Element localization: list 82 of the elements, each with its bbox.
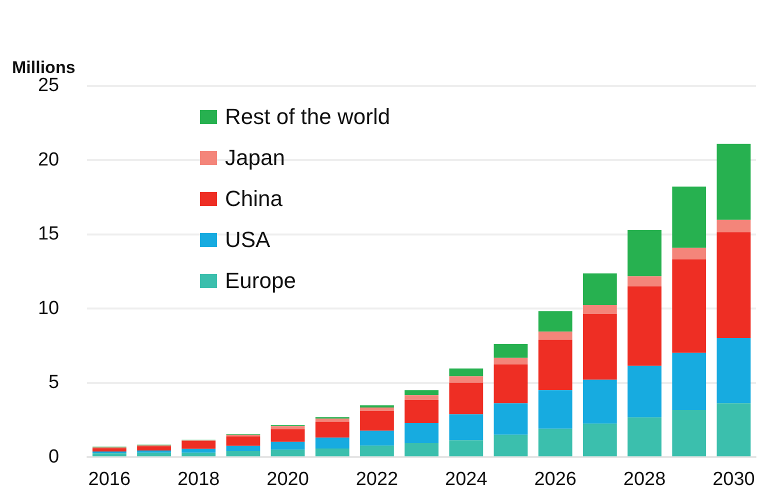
bar	[226, 436, 260, 446]
bar	[628, 366, 662, 418]
x-tick-label: 2022	[356, 468, 398, 490]
bar	[182, 448, 216, 453]
legend-label: Europe	[225, 268, 296, 294]
bar	[582, 380, 617, 424]
bar	[449, 376, 484, 383]
bar	[360, 411, 394, 431]
bar	[672, 352, 706, 410]
bar	[494, 403, 528, 435]
y-tick-label: 20	[38, 149, 60, 170]
bar	[270, 426, 305, 430]
x-tick-label: 2028	[623, 468, 666, 490]
bar	[137, 452, 171, 456]
bar	[404, 395, 439, 400]
bar	[716, 403, 751, 456]
bar	[582, 273, 617, 306]
bar	[582, 424, 617, 456]
bar	[137, 446, 171, 451]
bar	[716, 144, 751, 220]
bar	[404, 423, 439, 443]
y-tick-label: 5	[48, 372, 60, 394]
bar	[628, 417, 662, 456]
bar	[538, 311, 572, 332]
bar	[270, 442, 305, 450]
bar	[716, 338, 751, 404]
x-tick-label: 2016	[88, 468, 131, 490]
bar	[360, 446, 394, 456]
bar	[449, 382, 484, 414]
bar	[270, 429, 305, 442]
bar	[270, 450, 305, 456]
bar	[538, 390, 572, 429]
bar	[182, 452, 216, 456]
legend-label: USA	[225, 226, 270, 252]
bar	[538, 428, 572, 456]
bar	[315, 438, 350, 448]
bar	[582, 314, 617, 380]
bar	[226, 450, 260, 456]
y-tick-label: 15	[38, 224, 60, 245]
bar	[628, 276, 662, 286]
bar	[672, 186, 706, 248]
x-tick-label: 2018	[177, 468, 220, 490]
x-tick-label: 2026	[534, 468, 576, 490]
bar	[538, 340, 572, 390]
bar	[672, 410, 706, 456]
y-axis-title: Millions	[12, 58, 76, 78]
bar	[315, 418, 350, 422]
bar	[360, 407, 394, 412]
bar	[92, 448, 126, 452]
bar	[538, 332, 572, 340]
bar	[449, 368, 484, 376]
y-tick-label: 10	[38, 298, 60, 319]
bar	[672, 248, 706, 260]
bar	[449, 414, 484, 440]
legend-label: Rest of the world	[225, 104, 390, 130]
bar	[92, 453, 126, 456]
bar	[315, 448, 350, 456]
bar	[182, 440, 216, 449]
bar	[494, 434, 528, 456]
x-tick-label: 2020	[266, 468, 309, 490]
x-tick-label: 2030	[712, 468, 755, 490]
bar	[494, 344, 528, 358]
bar	[582, 305, 617, 314]
legend-label: Japan	[225, 144, 285, 170]
y-tick-label: 0	[48, 446, 60, 468]
bar	[404, 442, 439, 456]
bar	[449, 440, 484, 456]
bar	[494, 358, 528, 365]
bar	[628, 230, 662, 276]
bar	[672, 259, 706, 353]
x-tick-label: 2024	[445, 468, 488, 490]
bar	[315, 422, 350, 438]
bar	[494, 364, 528, 404]
bar	[716, 232, 751, 338]
bar	[360, 430, 394, 446]
bar	[404, 400, 439, 424]
bar	[226, 446, 260, 451]
bar	[404, 390, 439, 396]
legend-label: China	[225, 186, 282, 212]
bar	[716, 220, 751, 232]
bar	[628, 286, 662, 366]
y-tick-label: 25	[38, 75, 60, 96]
